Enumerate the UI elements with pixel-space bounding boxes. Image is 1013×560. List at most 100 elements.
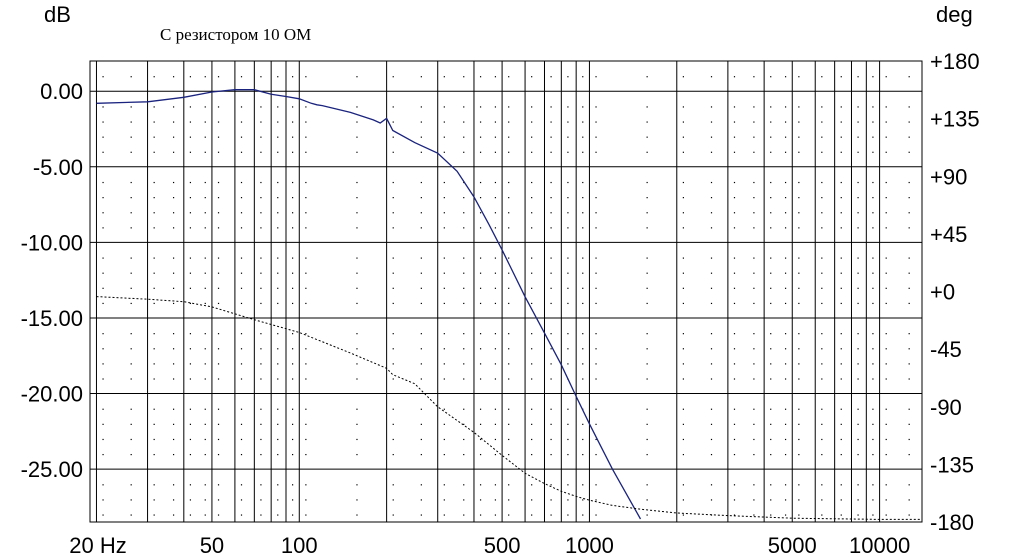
- grid-dot: [443, 151, 445, 153]
- grid-dot: [840, 181, 842, 184]
- grid-dot: [277, 76, 279, 78]
- grid-dot: [550, 438, 552, 441]
- grid-dot: [710, 333, 713, 335]
- grid-dot: [392, 272, 394, 274]
- grid-dot: [508, 499, 510, 501]
- grid-dot: [857, 408, 859, 410]
- grid-dot: [463, 212, 465, 214]
- grid-dot: [420, 227, 422, 229]
- grid-dot: [463, 121, 465, 123]
- grid-dot: [277, 257, 279, 259]
- grid-dot: [550, 121, 552, 123]
- grid-dot: [710, 423, 713, 425]
- grid-dot: [172, 212, 175, 214]
- grid-dot: [885, 423, 887, 425]
- grid-dot: [172, 484, 175, 486]
- grid-dot: [550, 484, 552, 486]
- grid-dot: [420, 197, 422, 199]
- grid-dot: [682, 76, 684, 78]
- grid-dot: [153, 76, 155, 78]
- grid-dot: [753, 181, 755, 184]
- grid-dot: [102, 287, 104, 289]
- grid-dot: [753, 272, 755, 274]
- grid-dot: [292, 514, 294, 516]
- grid-dot: [550, 151, 552, 153]
- grid-dot: [189, 181, 192, 184]
- grid-dot: [172, 438, 175, 441]
- grid-dot: [753, 106, 755, 108]
- grid-dot: [908, 423, 910, 425]
- grid-dot: [508, 453, 510, 456]
- grid-dot: [356, 423, 358, 425]
- grid-dot: [567, 423, 569, 425]
- grid-dot: [753, 197, 755, 199]
- grid-dot: [784, 106, 787, 108]
- grid-dot: [798, 408, 800, 410]
- grid-dot: [646, 348, 648, 350]
- grid-dot: [494, 272, 497, 274]
- grid-dot: [479, 302, 482, 305]
- grid-dot: [217, 499, 220, 501]
- grid-dot: [392, 484, 394, 486]
- grid-dot: [172, 499, 175, 501]
- grid-dot: [595, 197, 597, 199]
- grid-dot: [479, 499, 482, 501]
- grid-dot: [857, 499, 859, 501]
- grid-dot: [582, 499, 584, 501]
- grid-dot: [260, 136, 262, 138]
- grid-dot: [420, 272, 422, 274]
- grid-dot: [260, 257, 262, 259]
- grid-dot: [102, 378, 104, 380]
- grid-dot: [130, 302, 132, 305]
- grid-dot: [153, 302, 155, 305]
- grid-dot: [595, 106, 597, 108]
- grid-dot: [102, 121, 104, 123]
- grid-dot: [857, 106, 859, 108]
- grid-dot: [567, 257, 569, 259]
- grid-dot: [840, 438, 842, 441]
- grid-dot: [356, 438, 358, 441]
- grid-dot: [420, 378, 422, 380]
- grid-dot: [885, 197, 887, 199]
- grid-dot: [567, 333, 569, 335]
- grid-dot: [646, 499, 648, 501]
- grid-dot: [798, 272, 800, 274]
- grid-dot: [646, 136, 648, 138]
- grid-dot: [531, 121, 533, 123]
- grid-dot: [217, 423, 220, 425]
- grid-dot: [567, 453, 569, 456]
- grid-dot: [798, 257, 800, 259]
- grid-dot: [204, 197, 206, 199]
- grid-dot: [292, 453, 294, 456]
- grid-dot: [646, 287, 648, 289]
- grid-dot: [753, 287, 755, 289]
- grid-dot: [153, 408, 155, 410]
- grid-dot: [305, 348, 307, 350]
- grid-dot: [784, 212, 787, 214]
- y-right-tick-label: +0: [930, 280, 955, 305]
- grid-dot: [420, 287, 422, 289]
- grid-dot: [733, 121, 736, 123]
- grid-dot: [240, 181, 243, 184]
- y-right-tick-label: +180: [930, 49, 980, 74]
- grid-dot: [277, 408, 279, 410]
- grid-dot: [392, 348, 394, 350]
- grid-dot: [443, 484, 445, 486]
- grid-dot: [531, 227, 533, 229]
- grid-dot: [567, 227, 569, 229]
- grid-dot: [102, 438, 104, 441]
- grid-dot: [240, 76, 243, 78]
- grid-dot: [872, 363, 874, 365]
- grid-dot: [494, 453, 497, 456]
- grid-dot: [872, 499, 874, 501]
- grid-dot: [204, 212, 206, 214]
- grid-dot: [392, 212, 394, 214]
- grid-dot: [277, 348, 279, 350]
- grid-dot: [821, 438, 823, 441]
- grid-dot: [857, 438, 859, 441]
- grid-dot: [798, 423, 800, 425]
- grid-dot: [102, 484, 104, 486]
- grid-dot: [305, 453, 307, 456]
- grid-dot: [821, 363, 823, 365]
- grid-dot: [840, 408, 842, 410]
